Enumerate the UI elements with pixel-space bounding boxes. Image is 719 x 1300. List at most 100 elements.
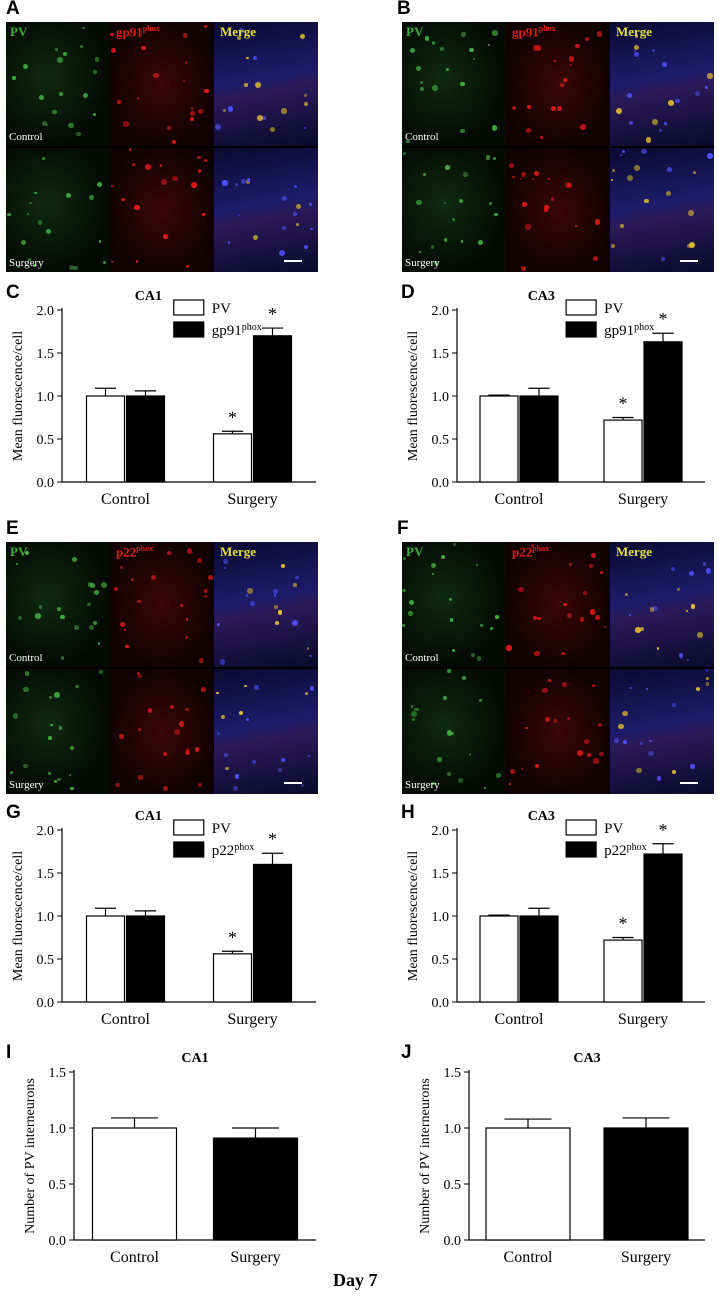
- channel-label-pv: PV: [406, 24, 424, 39]
- chart-svg: G 0.0 0.5 1.0 1.5 2.0 Mean fluorescence/cell CA…: [6, 802, 316, 1028]
- micrograph-cell-pv: Surgery: [6, 669, 110, 794]
- cell-body-dot: [241, 179, 247, 184]
- cell-body-dot: [598, 723, 603, 728]
- significance-marker: *: [228, 927, 237, 947]
- cell-body-dot: [584, 738, 590, 745]
- cell-body-dot: [687, 243, 692, 248]
- cell-body-dot: [94, 57, 100, 62]
- cell-body-dot: [203, 594, 207, 598]
- x-tick-label: Control: [101, 1011, 150, 1028]
- y-tick-label: 2.0: [37, 304, 55, 319]
- cell-body-dot: [194, 747, 200, 752]
- cell-body-dot: [49, 696, 53, 700]
- cell-body-dot: [186, 265, 190, 269]
- panel-letter: C: [6, 282, 20, 303]
- channel-label-p22: p22phox: [116, 544, 154, 560]
- channel-label-gp91: gp91phox: [512, 24, 556, 40]
- micrograph-cell-merge: [610, 148, 714, 272]
- channel-label-pv: PV: [10, 24, 28, 39]
- cell-body-dot: [185, 747, 190, 751]
- cell-body-dot: [136, 97, 140, 100]
- micrograph-cell-p22: [110, 669, 214, 794]
- cell-body-dot: [667, 167, 672, 172]
- legend-label: gp91phox: [604, 322, 654, 340]
- cell-body-dot: [575, 44, 580, 49]
- cell-body-dot: [611, 179, 614, 182]
- cell-body-dot: [411, 718, 416, 722]
- legend-label: PV: [212, 821, 231, 837]
- channel-label-pv: PV: [406, 544, 424, 559]
- cell-body-dot: [278, 250, 285, 257]
- significance-marker: *: [268, 304, 277, 324]
- cell-body-dot: [544, 717, 550, 722]
- cell-body-dot: [272, 589, 278, 594]
- cell-body-dot: [640, 742, 643, 745]
- cell-body-dot: [705, 669, 709, 672]
- cell-body-dot: [532, 616, 537, 621]
- cell-body-dot: [534, 650, 540, 656]
- cell-body-dot: [671, 566, 675, 571]
- cell-body-dot: [644, 199, 649, 204]
- cell-body-dot: [440, 47, 444, 51]
- cell-body-dot: [281, 226, 287, 231]
- cell-body-dot: [628, 613, 631, 616]
- cell-body-dot: [186, 548, 193, 554]
- cell-body-dot: [493, 156, 497, 160]
- channel-label-merge: Merge: [220, 544, 257, 559]
- legend-label-sup: phox: [234, 842, 254, 853]
- cell-body-dot: [163, 752, 167, 756]
- cell-body-dot: [119, 734, 124, 739]
- cell-body-dot: [254, 684, 260, 690]
- legend-label: PV: [212, 301, 231, 317]
- cell-body-dot: [592, 684, 595, 687]
- cell-body-dot: [83, 93, 89, 99]
- cell-body-dot: [633, 50, 636, 53]
- legend-swatch: [565, 321, 597, 338]
- cell-body-dot: [138, 727, 141, 731]
- legend-label: PV: [604, 821, 623, 837]
- y-tick-label: 1.0: [37, 390, 55, 405]
- cell-body-dot: [249, 600, 255, 606]
- cell-body-dot: [640, 626, 645, 632]
- cell-body-dot: [75, 684, 80, 689]
- micrograph-panel-a: PV Control gp91phox Merge Surgery: [6, 22, 318, 272]
- y-tick-label: 0.0: [444, 1234, 462, 1249]
- cell-body-dot: [124, 629, 127, 632]
- cell-body-dot: [182, 32, 188, 38]
- cell-body-dot: [588, 563, 594, 569]
- cell-body-dot: [141, 45, 146, 51]
- legend-swatch: [173, 819, 205, 836]
- chart-title: CA3: [528, 289, 555, 304]
- cell-body-dot: [432, 85, 439, 92]
- cell-body-dot: [568, 56, 575, 62]
- cell-body-dot: [160, 179, 167, 186]
- cell-body-dot: [203, 589, 208, 593]
- bar-control-white: [479, 915, 519, 1003]
- significance-marker: *: [659, 820, 668, 840]
- x-tick-label: Control: [495, 1011, 544, 1028]
- cell-body-dot: [599, 751, 604, 756]
- micrograph-row-surgery: Surgery: [6, 148, 318, 272]
- micrograph-row-surgery: Surgery: [402, 669, 714, 794]
- cell-body-dot: [451, 648, 456, 652]
- channel-label-sup: phox: [142, 24, 160, 33]
- cell-body-dot: [12, 76, 16, 80]
- cell-body-dot: [293, 583, 297, 587]
- cell-body-dot: [525, 224, 531, 230]
- cell-body-dot: [626, 92, 633, 99]
- legend-label: p22phox: [212, 842, 255, 860]
- cell-body-dot: [227, 106, 234, 112]
- row-label: Control: [9, 652, 43, 664]
- cell-body-dot: [551, 106, 557, 112]
- cell-body-dot: [443, 238, 448, 243]
- cell-body-dot: [619, 153, 623, 157]
- y-tick-label: 1.0: [444, 1122, 462, 1137]
- panel-letter: H: [401, 802, 415, 823]
- cell-body-dot: [676, 587, 681, 591]
- cell-body-dot: [204, 159, 208, 163]
- cell-body-dot: [618, 723, 624, 730]
- cell-body-dot: [68, 264, 74, 271]
- cell-body-dot: [686, 609, 689, 612]
- cell-body-dot: [120, 621, 126, 627]
- channel-label-sup: phox: [532, 544, 550, 553]
